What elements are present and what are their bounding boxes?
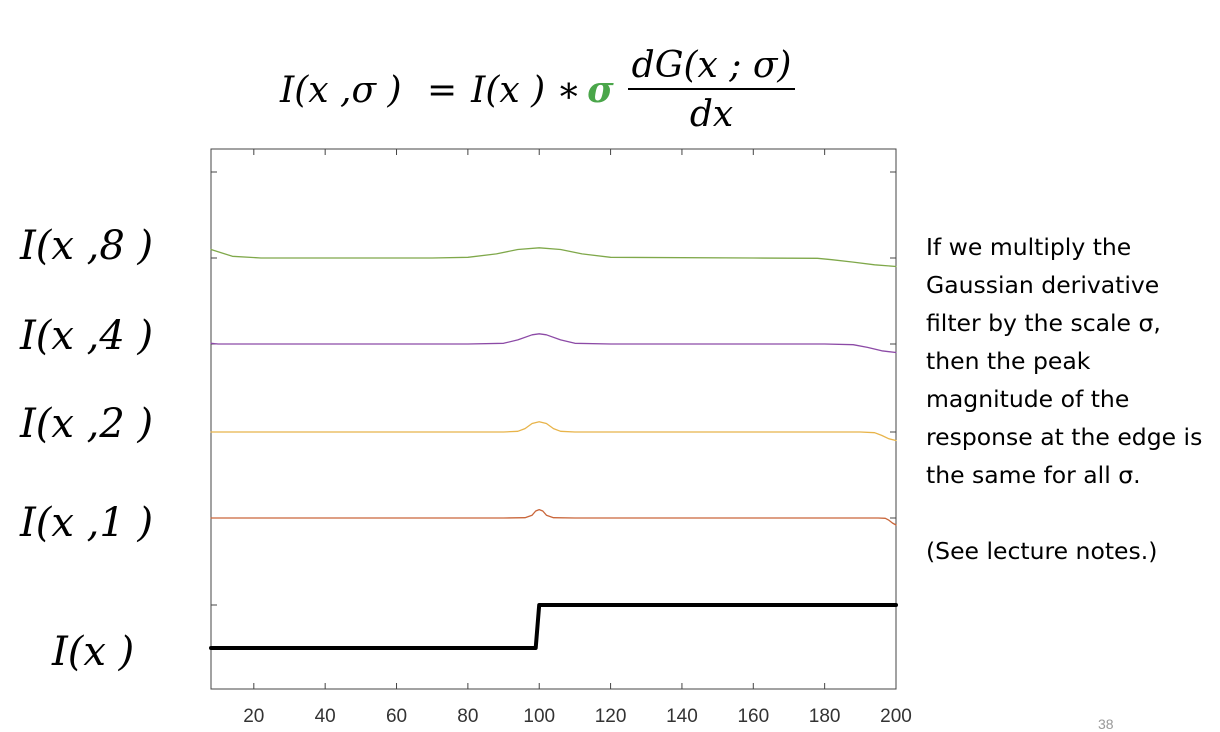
x-tick-label: 80 (457, 706, 478, 727)
plot-frame (210, 148, 897, 690)
row-label-signal: I(x ) (52, 629, 135, 675)
x-tick-label: 120 (595, 706, 627, 727)
formula-sigma: σ (587, 69, 614, 111)
formula-fraction: dG(x ; σ) dx (627, 45, 796, 135)
x-tick-label: 200 (880, 706, 912, 727)
row-label-sigma-4: I(x ,4 ) (20, 313, 154, 359)
side-text: If we multiply the Gaussian derivative f… (926, 228, 1211, 570)
x-tick-label: 160 (737, 706, 769, 727)
row-label-sigma-2: I(x ,2 ) (20, 401, 154, 447)
fraction-bar (627, 88, 796, 90)
page-number: 38 (1098, 716, 1114, 732)
formula-rhs: I(x ) ∗ (471, 69, 582, 111)
formula-lhs: I(x ,σ ) (280, 69, 413, 111)
series-line-1 (210, 508, 897, 526)
x-tick-label: 180 (809, 706, 841, 727)
row-label-sigma-8: I(x ,8 ) (20, 223, 154, 269)
x-tick-label: 20 (243, 706, 264, 727)
formula-denominator: dx (689, 94, 734, 135)
series-line-4 (210, 247, 897, 268)
x-tick-label: 140 (666, 706, 698, 727)
x-tick-label: 40 (315, 706, 336, 727)
side-text-paragraph-2: (See lecture notes.) (926, 537, 1158, 565)
formula: I(x ,σ ) = I(x ) ∗ σ dG(x ; σ) dx (280, 40, 796, 140)
side-text-paragraph-1: If we multiply the Gaussian derivative f… (926, 233, 1203, 489)
formula-equals: = (426, 69, 458, 111)
row-label-sigma-1: I(x ,1 ) (20, 500, 154, 546)
series-line-0 (209, 603, 898, 650)
formula-numerator: dG(x ; σ) (631, 45, 792, 86)
x-tick-label: 60 (386, 706, 407, 727)
series-line-2 (210, 421, 897, 442)
series-line-3 (210, 333, 897, 354)
x-tick-label: 100 (523, 706, 555, 727)
